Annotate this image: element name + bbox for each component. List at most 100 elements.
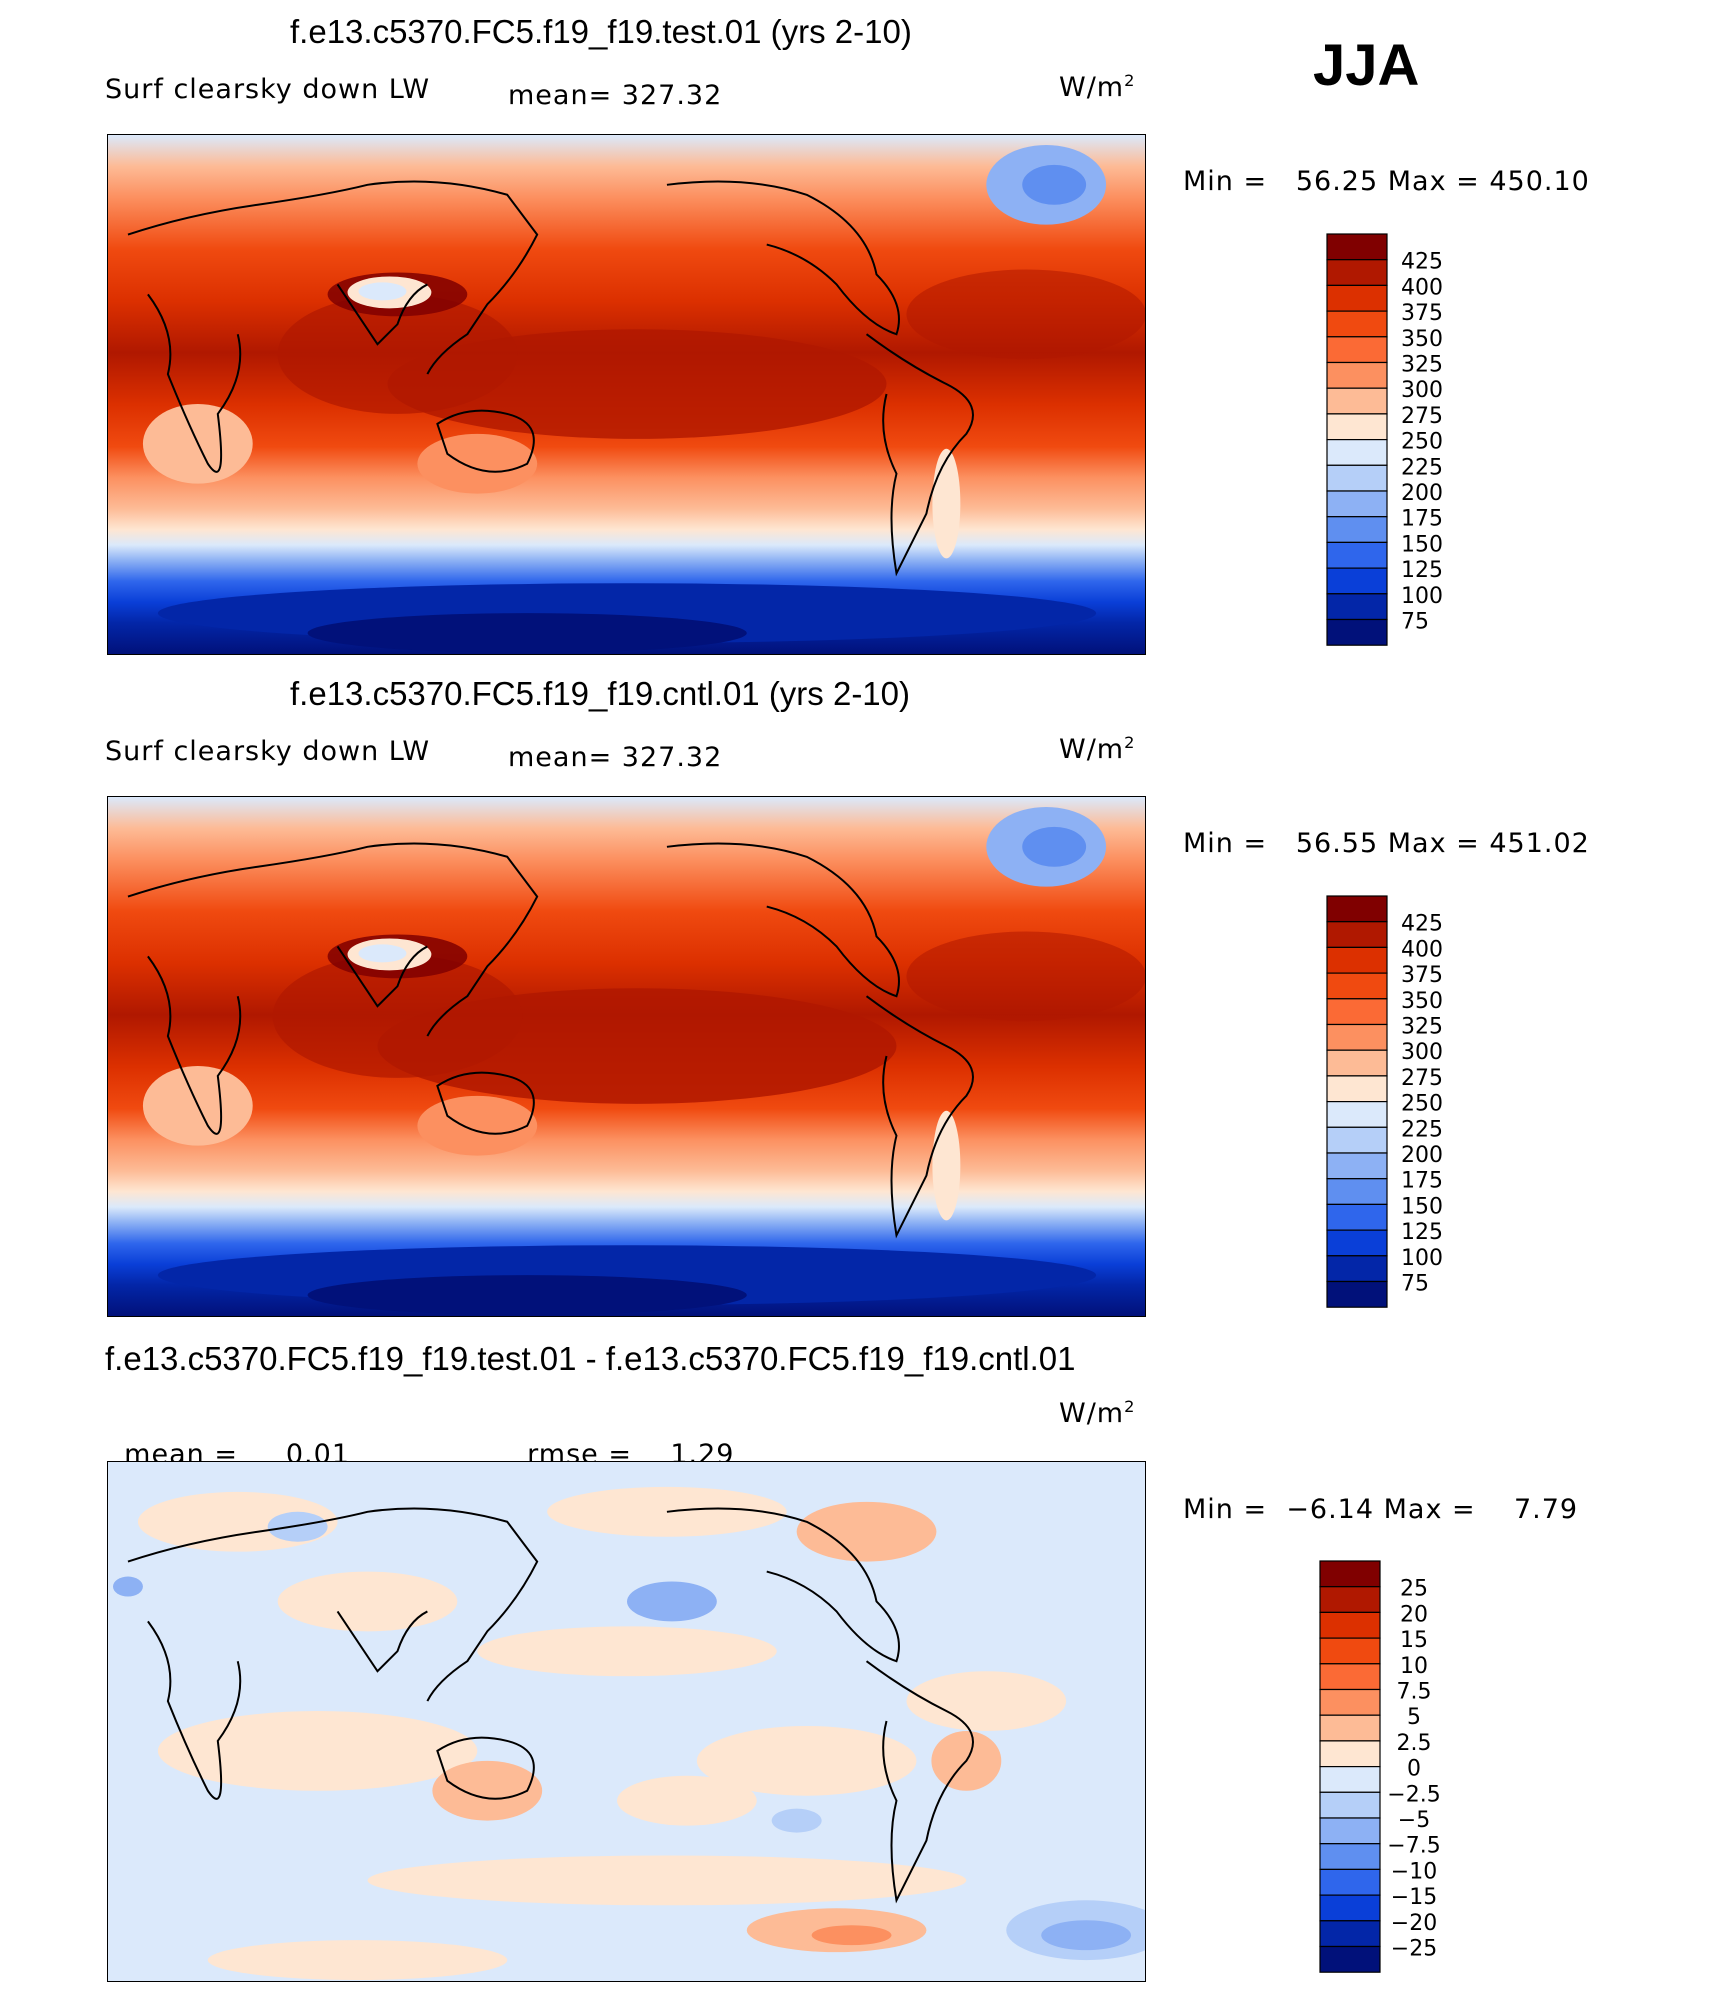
panel-1-colorbar: 425 400 375 350 325 300 275 250 225 200 175 150 125 1… [1326,233,1527,651]
colorbar-label: 275 [1401,404,1443,429]
colorbar-swatch [1319,1843,1381,1871]
colorbar-label: 225 [1401,1117,1443,1142]
colorbar-label: 7.5 [1397,1680,1432,1705]
colorbar-swatch [1326,464,1388,492]
colorbar-label: 375 [1401,301,1443,326]
panel-3-map-svg [108,1462,1145,1981]
colorbar-label: 0 [1407,1757,1421,1782]
colorbar-swatch [1319,1637,1381,1665]
colorbar-swatch [1326,233,1388,261]
panel-1-map [107,134,1146,655]
colorbar-label: 75 [1401,610,1429,635]
panel-2-mean: mean= 327.32 [508,742,722,773]
colorbar-label: 150 [1401,1194,1443,1219]
colorbar-swatch [1326,1280,1388,1308]
units-exponent: 2 [1124,71,1136,90]
panel-1-minmax: Min = 56.25 Max = 450.10 [1183,166,1590,197]
colorbar-label: 175 [1401,507,1443,532]
colorbar-swatch [1319,1945,1381,1973]
colorbar-label: −25 [1391,1937,1437,1962]
colorbar-swatch [1319,1817,1381,1845]
colorbar-swatch [1319,1560,1381,1588]
units-exponent: 2 [1124,733,1136,752]
colorbar-label: 325 [1401,353,1443,378]
colorbar-swatch [1326,1126,1388,1154]
colorbar-label: −20 [1391,1911,1437,1936]
colorbar-label: 425 [1401,912,1443,937]
colorbar-label: 225 [1401,455,1443,480]
colorbar-label: 350 [1401,989,1443,1014]
colorbar-swatch [1326,439,1388,466]
panel-2-map-svg [108,797,1145,1316]
units-prefix: W/m [1059,1398,1125,1429]
colorbar-swatch [1326,567,1388,595]
panel-1-title: f.e13.c5370.FC5.f19_f19.test.01 (yrs 2-1… [290,13,912,50]
panel-2-title: f.e13.c5370.FC5.f19_f19.cntl.01 (yrs 2-1… [290,675,911,712]
panel-1-mean-value: 327.32 [621,80,723,111]
colorbar-swatch [1326,387,1388,415]
colorbar-swatch [1319,1894,1381,1922]
panel-1-variable-label: Surf clearsky down LW [105,74,431,105]
colorbar-label: −10 [1391,1859,1437,1884]
colorbar-swatch [1326,895,1388,923]
panel-2-map [107,796,1146,1317]
colorbar-label: −5 [1398,1808,1430,1833]
units-prefix: W/m [1059,734,1125,765]
colorbar-swatch [1319,1868,1381,1896]
colorbar-swatch [1319,1740,1381,1768]
colorbar-swatch [1326,259,1388,287]
panel-1-mean-label: mean= [508,80,613,111]
colorbar-swatch [1326,284,1388,312]
panel-2-mean-value: 327.32 [621,742,723,773]
panel-3-units: W/m2 [1059,1398,1135,1429]
colorbar-label: 2.5 [1397,1731,1432,1756]
colorbar-swatch [1326,1101,1388,1128]
colorbar-swatch [1319,1791,1381,1819]
colorbar-swatch [1326,1178,1388,1206]
colorbar-label: 350 [1401,327,1443,352]
colorbar-label: −7.5 [1387,1834,1440,1859]
panel-2-mean-label: mean= [508,742,613,773]
coastlines [127,1507,974,1904]
colorbar-label: 400 [1401,937,1443,962]
colorbar-swatch [1319,1611,1381,1639]
panel-2-minmax: Min = 56.55 Max = 451.02 [1183,828,1590,859]
panel-1-map-svg [108,135,1145,654]
panel-3-colorbar: 25 20 15 10 7.5 5 2.5 0 −2.5 −5 −7.5 −10 −15 −20 −25 [1319,1560,1520,1978]
colorbar-label: 250 [1401,1092,1443,1117]
panel-1-mean: mean= 327.32 [508,80,722,111]
colorbar-swatch [1326,336,1388,364]
colorbar-label: 125 [1401,1220,1443,1245]
panel-3-title: f.e13.c5370.FC5.f19_f19.test.01 - f.e13.… [105,1340,1076,1377]
colorbar-label: 375 [1401,963,1443,988]
colorbar-swatch [1326,946,1388,974]
colorbar-label: 300 [1401,378,1443,403]
colorbar-label: 20 [1400,1602,1428,1627]
colorbar-label: 425 [1401,250,1443,275]
panel-3-map [107,1461,1146,1982]
colorbar-label: 175 [1401,1169,1443,1194]
colorbar-swatch [1326,1075,1388,1103]
panel-2-colorbar: 425 400 375 350 325 300 275 250 225 200 175 150 125 1… [1326,895,1527,1313]
panel-2-units: W/m2 [1059,734,1135,765]
colorbar-label: 300 [1401,1040,1443,1065]
colorbar-swatch [1326,413,1388,441]
colorbar-swatch [1319,1586,1381,1614]
colorbar-label: 75 [1401,1272,1429,1297]
colorbar-label: 25 [1400,1577,1428,1602]
colorbar-label: 200 [1401,1143,1443,1168]
colorbar-swatch [1326,998,1388,1026]
colorbar-swatch [1319,1663,1381,1691]
colorbar-swatch [1326,1152,1388,1180]
season-label: JJA [1313,33,1420,98]
panel-2-colorbar-svg: 4254003753503253002752502252001751501251… [1326,895,1443,1308]
colorbar-swatch [1326,490,1388,518]
colorbar-label: 100 [1401,1246,1443,1271]
panel-3-minmax: Min = −6.14 Max = 7.79 [1183,1494,1579,1525]
units-exponent: 2 [1124,1397,1136,1416]
colorbar-swatch [1319,1766,1381,1793]
colorbar-label: 5 [1407,1705,1421,1730]
colorbar-label: −2.5 [1387,1782,1440,1807]
panel-2-variable-label: Surf clearsky down LW [105,736,431,767]
